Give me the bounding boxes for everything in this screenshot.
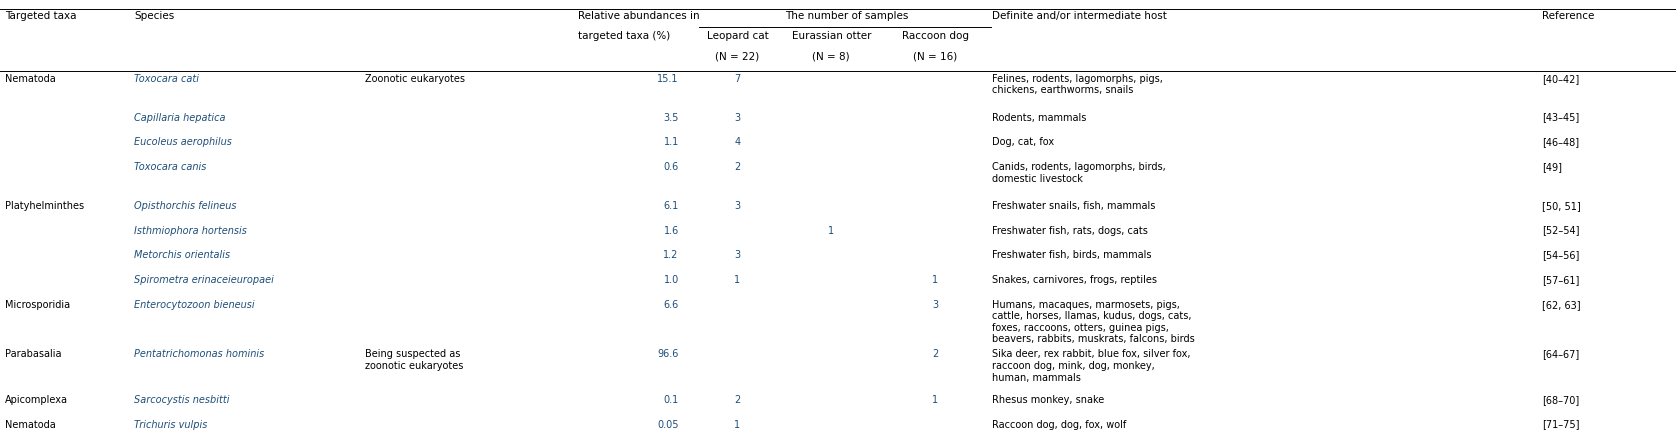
Text: [64–67]: [64–67] [1542, 349, 1579, 359]
Text: [40–42]: [40–42] [1542, 74, 1579, 84]
Text: Toxocara canis: Toxocara canis [134, 162, 206, 172]
Text: 3: 3 [734, 113, 741, 123]
Text: [52–54]: [52–54] [1542, 226, 1579, 236]
Text: 6.6: 6.6 [664, 300, 679, 310]
Text: 7: 7 [734, 74, 741, 84]
Text: Canids, rodents, lagomorphs, birds,
domestic livestock: Canids, rodents, lagomorphs, birds, dome… [992, 162, 1166, 184]
Text: Capillaria hepatica: Capillaria hepatica [134, 113, 226, 123]
Text: 1: 1 [828, 226, 835, 236]
Text: The number of samples: The number of samples [786, 11, 908, 21]
Text: Sarcocystis nesbitti: Sarcocystis nesbitti [134, 395, 230, 405]
Text: [62, 63]: [62, 63] [1542, 300, 1580, 310]
Text: Raccoon dog: Raccoon dog [902, 31, 969, 41]
Text: Parabasalia: Parabasalia [5, 349, 62, 359]
Text: Targeted taxa: Targeted taxa [5, 11, 77, 21]
Text: 1.6: 1.6 [664, 226, 679, 236]
Text: Rodents, mammals: Rodents, mammals [992, 113, 1086, 123]
Text: Leopard cat: Leopard cat [707, 31, 768, 41]
Text: 0.1: 0.1 [664, 395, 679, 405]
Text: 0.6: 0.6 [664, 162, 679, 172]
Text: 15.1: 15.1 [657, 74, 679, 84]
Text: Apicomplexa: Apicomplexa [5, 395, 69, 405]
Text: 3.5: 3.5 [664, 113, 679, 123]
Text: Eurassian otter: Eurassian otter [791, 31, 872, 41]
Text: (N = 16): (N = 16) [913, 52, 957, 62]
Text: Felines, rodents, lagomorphs, pigs,
chickens, earthworms, snails: Felines, rodents, lagomorphs, pigs, chic… [992, 74, 1163, 95]
Text: Raccoon dog, dog, fox, wolf: Raccoon dog, dog, fox, wolf [992, 420, 1126, 430]
Text: Species: Species [134, 11, 174, 21]
Text: Eucoleus aerophilus: Eucoleus aerophilus [134, 137, 231, 147]
Text: [46–48]: [46–48] [1542, 137, 1579, 147]
Text: Metorchis orientalis: Metorchis orientalis [134, 250, 230, 260]
Text: Pentatrichomonas hominis: Pentatrichomonas hominis [134, 349, 265, 359]
Text: 1.1: 1.1 [664, 137, 679, 147]
Text: Freshwater fish, rats, dogs, cats: Freshwater fish, rats, dogs, cats [992, 226, 1148, 236]
Text: Isthmiophora hortensis: Isthmiophora hortensis [134, 226, 246, 236]
Text: Rhesus monkey, snake: Rhesus monkey, snake [992, 395, 1104, 405]
Text: Relative abundances in: Relative abundances in [578, 11, 701, 21]
Text: Freshwater snails, fish, mammals: Freshwater snails, fish, mammals [992, 201, 1155, 211]
Text: Definite and/or intermediate host: Definite and/or intermediate host [992, 11, 1166, 21]
Text: Dog, cat, fox: Dog, cat, fox [992, 137, 1054, 147]
Text: Opisthorchis felineus: Opisthorchis felineus [134, 201, 236, 211]
Text: Reference: Reference [1542, 11, 1594, 21]
Text: Humans, macaques, marmosets, pigs,
cattle, horses, llamas, kudus, dogs, cats,
fo: Humans, macaques, marmosets, pigs, cattl… [992, 300, 1195, 344]
Text: Enterocytozoon bieneusi: Enterocytozoon bieneusi [134, 300, 255, 310]
Text: Being suspected as
zoonotic eukaryotes: Being suspected as zoonotic eukaryotes [365, 349, 464, 371]
Text: 2: 2 [734, 395, 741, 405]
Text: (N = 22): (N = 22) [716, 52, 759, 62]
Text: 1.2: 1.2 [664, 250, 679, 260]
Text: [68–70]: [68–70] [1542, 395, 1579, 405]
Text: [71–75]: [71–75] [1542, 420, 1579, 430]
Text: 1: 1 [734, 275, 741, 285]
Text: 6.1: 6.1 [664, 201, 679, 211]
Text: Nematoda: Nematoda [5, 420, 55, 430]
Text: (N = 8): (N = 8) [813, 52, 850, 62]
Text: 3: 3 [932, 300, 939, 310]
Text: Trichuris vulpis: Trichuris vulpis [134, 420, 208, 430]
Text: Nematoda: Nematoda [5, 74, 55, 84]
Text: Toxocara cati: Toxocara cati [134, 74, 199, 84]
Text: 1: 1 [932, 275, 939, 285]
Text: targeted taxa (%): targeted taxa (%) [578, 31, 670, 41]
Text: 96.6: 96.6 [657, 349, 679, 359]
Text: Sika deer, rex rabbit, blue fox, silver fox,
raccoon dog, mink, dog, monkey,
hum: Sika deer, rex rabbit, blue fox, silver … [992, 349, 1190, 383]
Text: 4: 4 [734, 137, 741, 147]
Text: Platyhelminthes: Platyhelminthes [5, 201, 84, 211]
Text: Microsporidia: Microsporidia [5, 300, 70, 310]
Text: 1: 1 [734, 420, 741, 430]
Text: 0.05: 0.05 [657, 420, 679, 430]
Text: 1.0: 1.0 [664, 275, 679, 285]
Text: Freshwater fish, birds, mammals: Freshwater fish, birds, mammals [992, 250, 1151, 260]
Text: [54–56]: [54–56] [1542, 250, 1579, 260]
Text: Spirometra erinaceieuropaei: Spirometra erinaceieuropaei [134, 275, 273, 285]
Text: Zoonotic eukaryotes: Zoonotic eukaryotes [365, 74, 466, 84]
Text: [50, 51]: [50, 51] [1542, 201, 1580, 211]
Text: Snakes, carnivores, frogs, reptiles: Snakes, carnivores, frogs, reptiles [992, 275, 1156, 285]
Text: 2: 2 [932, 349, 939, 359]
Text: 3: 3 [734, 201, 741, 211]
Text: [57–61]: [57–61] [1542, 275, 1579, 285]
Text: [43–45]: [43–45] [1542, 113, 1579, 123]
Text: 2: 2 [734, 162, 741, 172]
Text: 3: 3 [734, 250, 741, 260]
Text: [49]: [49] [1542, 162, 1562, 172]
Text: 1: 1 [932, 395, 939, 405]
